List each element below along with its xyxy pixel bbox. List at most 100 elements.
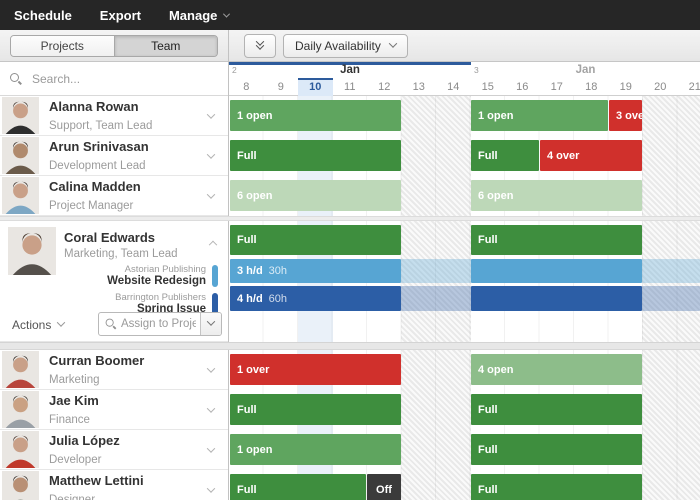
availability-bar[interactable]: 6 open <box>471 180 642 211</box>
availability-bar[interactable]: 6 open <box>230 180 401 211</box>
person-name: Jae Kim <box>49 392 99 408</box>
collapse-chevron-icon[interactable] <box>208 240 218 250</box>
week-number: 2 <box>232 65 237 75</box>
availability-bar[interactable]: Full <box>471 434 642 465</box>
day-cell: 8 <box>243 81 250 93</box>
person-row-curran[interactable]: Curran Boomer Marketing <box>0 350 228 390</box>
client-name: Astorian Publishing <box>124 264 206 275</box>
availability-bar[interactable]: Full <box>471 140 539 171</box>
person-name: Calina Madden <box>49 178 141 194</box>
nav-item-manage[interactable]: Manage <box>169 8 231 23</box>
expand-chevron-icon[interactable] <box>206 483 216 493</box>
avatar <box>2 431 39 468</box>
person-row-coral-expanded: Coral Edwards Marketing, Team Lead Astor… <box>0 221 228 342</box>
sidebar-search-row <box>0 62 228 96</box>
assign-dropdown-button[interactable] <box>200 313 221 335</box>
availability-bar[interactable]: 4 open <box>471 354 642 385</box>
day-cell: 17 <box>550 81 563 93</box>
avatar <box>8 227 56 275</box>
person-name: Julia López <box>49 432 120 448</box>
project-color-pill <box>212 265 218 287</box>
availability-bar[interactable]: 1 open <box>230 100 401 131</box>
availability-bar[interactable]: Full <box>230 474 366 500</box>
weekend-hatch <box>401 96 471 500</box>
assign-project-input[interactable] <box>117 318 200 330</box>
section-separator <box>0 216 700 221</box>
expand-chevron-icon[interactable] <box>206 149 216 159</box>
collapse-all-button[interactable] <box>244 34 276 58</box>
project-bar-spring-issue[interactable] <box>471 286 642 311</box>
chevron-down-icon <box>206 317 216 326</box>
day-cell: 13 <box>412 81 425 93</box>
day-cell: 9 <box>277 81 284 93</box>
month-label: Jan <box>575 64 596 76</box>
toolbar: Projects Team Daily Availability <box>0 30 700 62</box>
panel-divider <box>228 30 229 500</box>
person-role: Marketing <box>49 373 100 386</box>
search-icon <box>105 318 117 330</box>
availability-bar[interactable]: Full <box>230 225 401 255</box>
chevron-down-icon <box>388 39 398 48</box>
assign-to-project-combobox <box>98 312 222 336</box>
view-mode-dropdown[interactable]: Daily Availability <box>283 34 408 58</box>
availability-bar[interactable]: 1 open <box>471 100 608 131</box>
client-name: Barrington Publishers <box>115 292 206 303</box>
person-role: Developer <box>49 453 102 466</box>
person-name: Alanna Rowan <box>49 98 139 114</box>
person-role: Support, Team Lead <box>49 119 153 132</box>
day-cell: 11 <box>344 81 356 93</box>
day-cell: 12 <box>378 81 391 93</box>
availability-bar[interactable]: 1 over <box>230 354 401 385</box>
nav-item-schedule[interactable]: Schedule <box>14 7 72 23</box>
expand-chevron-icon[interactable] <box>206 403 216 413</box>
availability-bar[interactable]: 1 open <box>230 434 401 465</box>
day-cell: 19 <box>619 81 632 93</box>
availability-bar[interactable]: Full <box>471 225 642 255</box>
avatar <box>2 97 39 134</box>
person-row-alanna[interactable]: Alanna Rowan Support, Team Lead <box>0 96 228 136</box>
availability-bar[interactable]: Full <box>471 394 642 425</box>
availability-bar[interactable]: Full <box>230 140 401 171</box>
person-row-jae[interactable]: Jae Kim Finance <box>0 390 228 430</box>
search-input[interactable] <box>30 70 180 87</box>
top-navbar: Schedule Export Manage <box>0 0 700 30</box>
availability-bar[interactable]: 3 over <box>609 100 642 131</box>
time-off-bar[interactable]: Off <box>367 474 401 500</box>
project-bar-website-redesign[interactable]: 3 h/d 30h <box>230 259 401 283</box>
person-row-calina[interactable]: Calina Madden Project Manager <box>0 176 228 216</box>
person-row-julia[interactable]: Julia López Developer <box>0 430 228 470</box>
today-cell: 10 <box>298 78 333 96</box>
person-name: Curran Boomer <box>49 352 145 368</box>
assignment-label-website-redesign[interactable]: Astorian Publishing Website Redesign <box>107 264 218 288</box>
project-bar-website-redesign[interactable] <box>471 259 642 283</box>
project-bar-spring-issue[interactable]: 4 h/d 60h <box>230 286 401 311</box>
person-role: Designer <box>49 493 96 500</box>
day-cell: 21 <box>688 81 700 93</box>
person-role: Marketing, Team Lead <box>64 248 178 260</box>
expand-chevron-icon[interactable] <box>206 443 216 453</box>
person-role: Development Lead <box>49 159 146 172</box>
tab-projects[interactable]: Projects <box>11 36 114 56</box>
person-row-arun[interactable]: Arun Srinivasan Development Lead <box>0 136 228 176</box>
day-cell: 20 <box>654 81 667 93</box>
weekend-hatch <box>642 96 700 500</box>
expand-chevron-icon[interactable] <box>206 363 216 373</box>
availability-bar[interactable]: Full <box>471 474 642 500</box>
view-segmented-control: Projects Team <box>10 35 218 57</box>
expand-chevron-icon[interactable] <box>206 109 216 119</box>
person-name: Coral Edwards <box>64 230 156 245</box>
expand-chevron-icon[interactable] <box>206 189 216 199</box>
person-row-matthew[interactable]: Matthew Lettini Designer <box>0 470 228 500</box>
day-cell: 15 <box>481 81 494 93</box>
actions-menu[interactable]: Actions <box>12 318 66 332</box>
project-color-pill <box>212 293 218 315</box>
nav-item-export[interactable]: Export <box>99 7 141 23</box>
tab-team[interactable]: Team <box>113 36 217 56</box>
availability-bar[interactable]: 4 over <box>540 140 642 171</box>
chevron-down-icon <box>223 10 231 18</box>
project-bar-weekend <box>401 259 471 283</box>
availability-bar[interactable]: Full <box>230 394 401 425</box>
avatar <box>2 391 39 428</box>
avatar <box>2 471 39 500</box>
